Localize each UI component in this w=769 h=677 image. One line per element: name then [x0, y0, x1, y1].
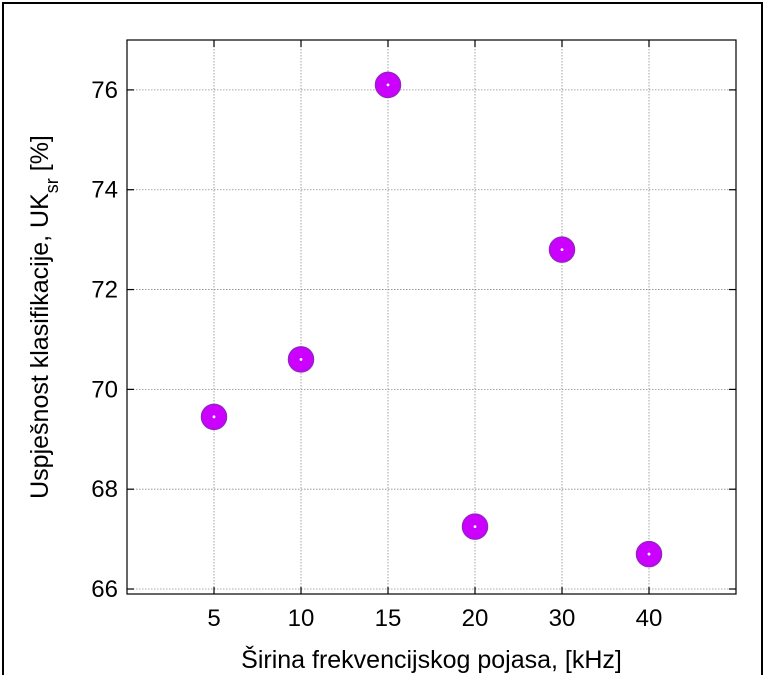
axis-ticks [127, 40, 736, 594]
y-axis-label-unit: [%] [26, 135, 54, 178]
y-axis-label-main: Uspješnost klasifikacije, UK [26, 193, 54, 499]
x-tick-label: 10 [288, 605, 315, 632]
data-points [200, 71, 663, 568]
x-tick-label: 30 [549, 605, 576, 632]
data-point-center [299, 358, 303, 361]
x-tick-label: 20 [462, 605, 489, 632]
grid-lines [127, 40, 736, 594]
y-axis-label: Uspješnost klasifikacije, UKsr [%] [26, 135, 62, 499]
x-tick-label: 5 [207, 605, 220, 632]
x-tick-label: 15 [375, 605, 402, 632]
x-tick-label: 40 [636, 605, 663, 632]
y-tick-label: 76 [91, 77, 118, 104]
data-point-center [212, 415, 216, 419]
x-tick-labels: 5 10 15 20 30 40 [207, 605, 662, 632]
y-tick-label: 72 [91, 277, 118, 304]
y-axis-label-subscript: sr [42, 178, 62, 193]
data-point-center [647, 552, 651, 556]
data-point-center [560, 248, 564, 252]
y-tick-labels: 66 68 70 72 74 76 [91, 77, 118, 603]
plot-area [126, 39, 737, 595]
data-point-center [473, 525, 477, 529]
x-axis-label: Širina frekvencijskog pojasa, [kHz] [241, 645, 622, 674]
y-tick-label: 74 [91, 177, 118, 204]
y-tick-label: 70 [91, 376, 118, 403]
y-tick-label: 68 [91, 476, 118, 503]
y-tick-label: 66 [91, 576, 118, 603]
data-point-center [386, 83, 390, 87]
